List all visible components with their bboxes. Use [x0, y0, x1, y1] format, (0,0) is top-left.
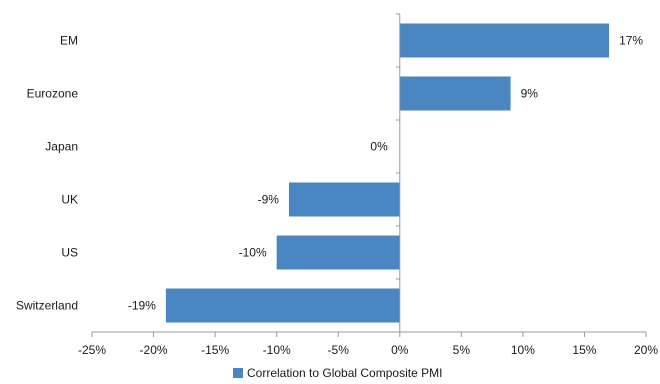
data-label: 17% — [619, 34, 643, 48]
bar — [288, 182, 400, 217]
x-tick-label: -10% — [263, 343, 291, 357]
x-tick-label: 0% — [391, 343, 409, 357]
category-label: Switzerland — [16, 299, 78, 313]
x-tick-label: -20% — [140, 343, 168, 357]
x-tick-label: 15% — [572, 343, 596, 357]
bars-group — [165, 23, 610, 323]
x-tick-labels: -25% -20% -15% -10% -5% 0% 5% 10% 15% 20% — [78, 343, 658, 357]
category-label: UK — [61, 193, 78, 207]
category-label: EM — [60, 34, 78, 48]
legend-swatch — [233, 368, 243, 378]
x-tick-label: -5% — [328, 343, 350, 357]
x-tick-label: -15% — [201, 343, 229, 357]
bar — [165, 288, 400, 323]
legend: Correlation to Global Composite PMI — [233, 366, 442, 380]
bar — [276, 235, 400, 270]
x-tick-label: 10% — [511, 343, 535, 357]
data-label: -9% — [258, 193, 280, 207]
data-label: -19% — [128, 299, 156, 313]
x-tick-label: 5% — [453, 343, 471, 357]
x-tick-label: 20% — [634, 343, 658, 357]
category-label: US — [61, 246, 78, 260]
data-label: 0% — [370, 140, 388, 154]
legend-label: Correlation to Global Composite PMI — [247, 366, 442, 380]
data-labels: 17% 9% 0% -9% -10% -19% — [128, 34, 644, 313]
data-label: 9% — [521, 87, 539, 101]
data-label: -10% — [239, 246, 267, 260]
axes — [91, 13, 647, 337]
bar — [399, 76, 511, 111]
category-label: Japan — [45, 140, 78, 154]
bar — [399, 23, 610, 58]
x-tick-label: -25% — [78, 343, 106, 357]
category-label: Eurozone — [27, 87, 79, 101]
category-labels: EM Eurozone Japan UK US Switzerland — [16, 34, 78, 313]
